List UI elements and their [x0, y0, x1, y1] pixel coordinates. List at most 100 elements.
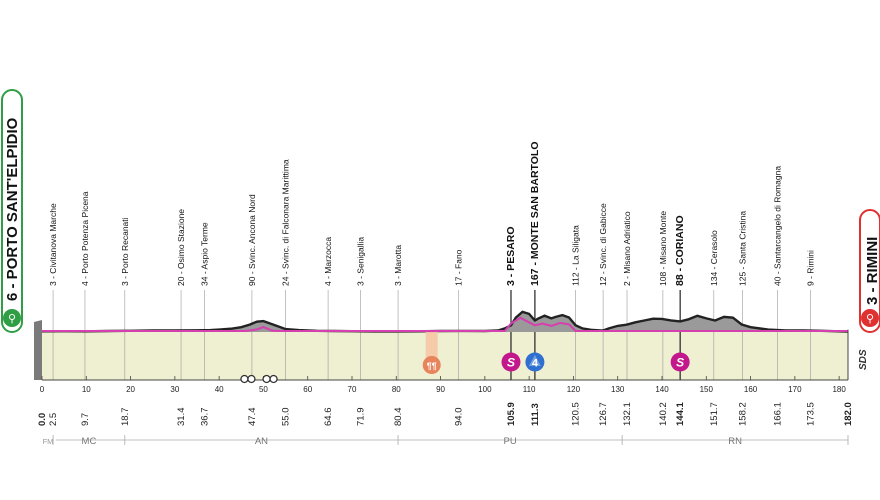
finish-altitude: 3: [864, 297, 880, 305]
region-label-fm: FM: [43, 437, 54, 446]
progress-km-label: 105.9: [506, 402, 517, 426]
landmark-name: Misano Adriatico: [622, 211, 632, 274]
landmark-separator: -: [355, 274, 365, 282]
progress-km-label: 182.0: [843, 402, 854, 426]
landmark-name: Svinc. di Gabicce: [598, 203, 608, 269]
progress-km-label: 126.7: [598, 402, 609, 426]
finish-name: RIMINI: [864, 237, 880, 284]
landmark-label: 167 - MONTE SAN BARTOLO: [529, 141, 541, 286]
kom-icon: [525, 352, 545, 372]
landmark-altitude: 24: [281, 276, 291, 286]
landmark-altitude: 9: [805, 281, 815, 286]
landmark-separator: -: [176, 269, 186, 277]
landmark-name: Porto Recanati: [120, 217, 130, 273]
landmark-altitude: 20: [176, 276, 186, 286]
km-tick-label: 130: [611, 385, 625, 394]
landmark-separator: -: [323, 274, 333, 282]
region-name: MC: [82, 436, 97, 447]
landmark-name: CORIANO: [674, 215, 686, 265]
camera-icon: [262, 374, 271, 384]
progress-km-label: 2.5: [48, 413, 59, 426]
landmark-label: 3 - Porto Recanati: [120, 217, 130, 286]
region-name: AN: [255, 436, 268, 447]
landmark-separator: -: [200, 269, 210, 276]
landmark-altitude: 90: [247, 276, 257, 286]
km-ticks: 0 10 20 30 40 50 60 70 80 90 100 110 120 130 140 150 160…: [40, 376, 846, 394]
finish-label-box: [859, 209, 880, 333]
progress-km-label: 31.4: [176, 408, 187, 427]
landmark-altitude: 3: [505, 280, 517, 286]
landmark-separator: -: [281, 269, 291, 277]
landmark-separator: -: [598, 269, 608, 277]
landmark-altitude: 125: [738, 272, 748, 286]
landmark-separator: -: [622, 274, 632, 282]
start-label: 6 - PORTO SANT'ELPIDIO: [4, 117, 21, 301]
km-tick-label: 110: [523, 385, 536, 394]
progress-km-label: 71.9: [355, 408, 366, 427]
landmark-name: Santarcangelo di Romagna: [773, 166, 783, 269]
landmark-name: MONTE SAN BARTOLO: [529, 141, 541, 259]
landmark-label: 3 - Senigallia: [355, 237, 365, 286]
landmark-altitude: 4: [323, 281, 333, 286]
landmark-label: 2 - Misano Adriatico: [622, 211, 632, 286]
landmark-separator: -: [674, 265, 686, 274]
markers: ¶¶ S 4 S: [240, 332, 690, 384]
landmark-name: Svinc. Ancona Nord: [247, 194, 257, 269]
landmark-label: 20 - Osimo Stazione: [176, 209, 186, 286]
landmark-name: La Siligata: [571, 225, 581, 265]
landmark-label: 90 - Svinc. Ancona Nord: [247, 194, 257, 286]
camera-icon: [240, 374, 249, 384]
landmark-separator: -: [80, 274, 90, 282]
progress-km-label: 9.7: [80, 413, 91, 426]
landmark-label: 12 - Svinc. di Gabicce: [598, 203, 608, 286]
landmark-name: Aspio Terme: [200, 222, 210, 269]
landmark-separator: -: [120, 274, 130, 282]
landmark-name: Osimo Stazione: [176, 209, 186, 269]
landmark-altitude: 4: [80, 281, 90, 286]
landmark-label: 4 - Marzocca: [323, 237, 333, 286]
progress-km-label: 111.3: [530, 403, 541, 426]
bike-glyph: ⚲: [8, 313, 16, 325]
landmark-name: Misano Monte: [658, 211, 668, 265]
landmark-label: 112 - La Siligata: [571, 225, 581, 286]
landmark-separator: -: [738, 264, 748, 272]
progress-km-label: 120.5: [571, 402, 582, 426]
landmark-name: Rimini: [805, 250, 815, 274]
progress-km-label: 151.7: [709, 402, 720, 426]
landmark-altitude: 3: [48, 281, 58, 286]
landmark-name: Porto Potenza Picena: [80, 191, 90, 273]
landmark-altitude: 3: [355, 281, 365, 286]
ground-band: [42, 332, 848, 380]
landmark-label: 17 - Fano: [453, 249, 463, 286]
bike-start-icon: [3, 309, 21, 327]
landmark-label: 125 - Santa Cristina: [738, 211, 748, 286]
cutlery-icon: ¶¶: [427, 361, 437, 371]
landmark-altitude: 88: [674, 274, 686, 286]
landmark-separator: -: [773, 269, 783, 277]
km-tick-label: 160: [744, 385, 758, 394]
landmark-altitude: 3: [393, 281, 403, 286]
landmark-name: Santa Cristina: [738, 211, 748, 265]
landmark-label: 34 - Aspio Terme: [200, 222, 210, 286]
progress-km-label: 47.4: [247, 408, 258, 427]
landmark-label: 108 - Misano Monte: [658, 211, 668, 286]
sprint-label: S: [507, 356, 515, 370]
progress-km-label: 94.0: [453, 408, 464, 427]
region-name: PU: [503, 436, 516, 447]
progress-km-label: 80.4: [393, 408, 404, 427]
km-tick-label: 40: [215, 385, 224, 394]
progress-km-label: 132.1: [622, 402, 633, 426]
landmark-separator: -: [453, 269, 463, 277]
landmark-label: 9 - Rimini: [805, 250, 815, 286]
progress-km-label: 55.0: [281, 408, 292, 427]
km-tick-label: 140: [655, 385, 669, 394]
kom-category-label: 4: [532, 358, 539, 370]
bike-finish-icon: [861, 309, 879, 327]
progress-km-label: 18.7: [120, 408, 131, 427]
landmark-name: Fano: [453, 249, 463, 269]
km-tick-label: 20: [126, 385, 135, 394]
landmark-name: Marotta: [393, 245, 403, 274]
bike-glyph: ⚲: [866, 313, 874, 325]
mountain-icon: [528, 355, 541, 366]
